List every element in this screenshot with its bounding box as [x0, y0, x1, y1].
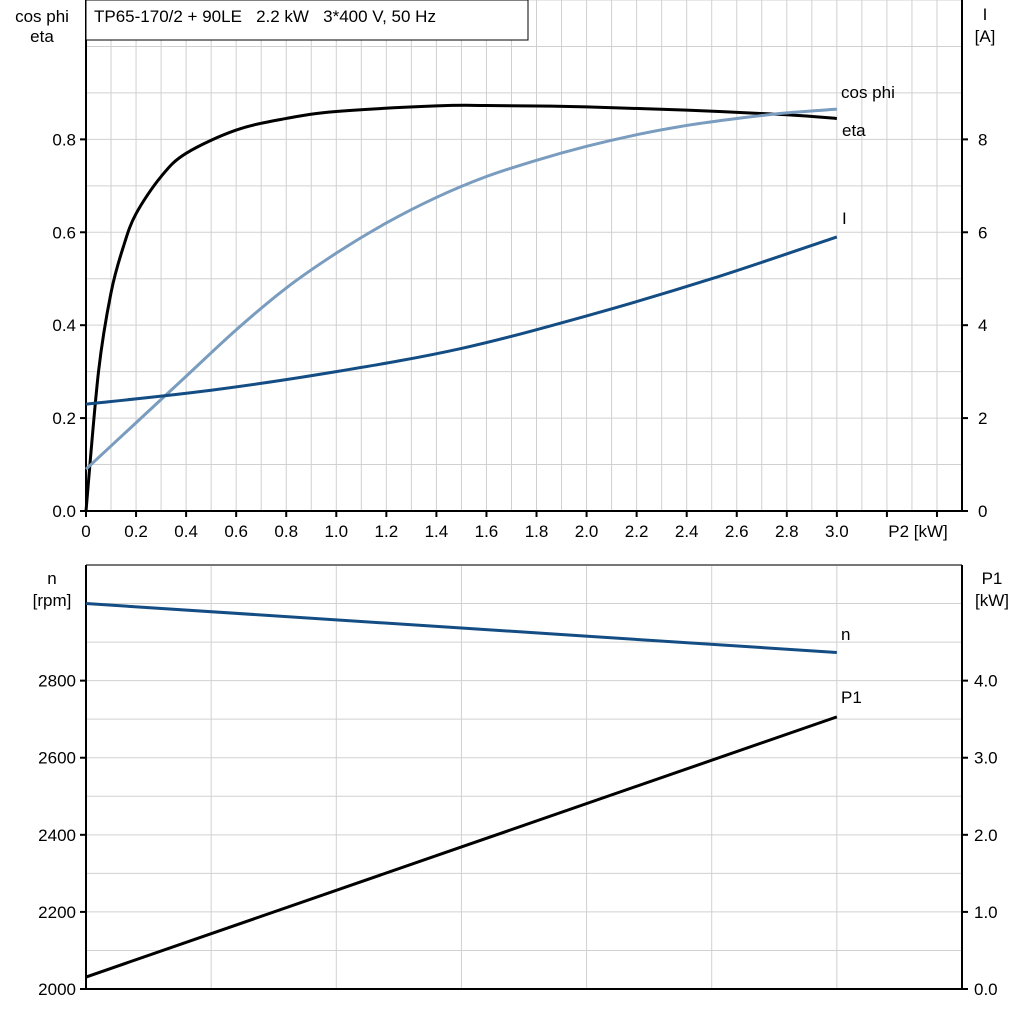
y-tick-label-right: 1.0 [974, 903, 998, 922]
x-tick-label: 2.8 [775, 522, 799, 541]
y-tick-label-right: 3.0 [974, 749, 998, 768]
bottom-grid [85, 564, 963, 990]
bottom-left-ylabel-2: [rpm] [33, 591, 72, 610]
series-label-eta: eta [842, 121, 866, 140]
x-tick-label: 1.6 [475, 522, 499, 541]
x-tick-label: 2.2 [625, 522, 649, 541]
top-grid [85, 0, 968, 512]
y-tick-label-left: 2600 [38, 749, 76, 768]
series-line-I [85, 235, 838, 406]
top-left-ylabel-2: eta [30, 27, 54, 46]
x-tick-label: 1.2 [375, 522, 399, 541]
y-tick-label-left: 2400 [38, 826, 76, 845]
bottom-right-ylabel-2: [kW] [975, 591, 1009, 610]
series-label-cos-phi: cos phi [841, 83, 895, 102]
y-tick-label-left: 0.0 [52, 502, 76, 521]
series-line-cos-phi [84, 107, 837, 471]
bottom-left-ylabel-1: n [47, 569, 56, 588]
y-tick-label-right: 6 [978, 223, 987, 242]
y-tick-label-right: 2.0 [974, 826, 998, 845]
x-tick-label: 2.0 [575, 522, 599, 541]
y-tick-label-right: 0.0 [974, 980, 998, 999]
chart-title: TP65-170/2 + 90LE 2.2 kW 3*400 V, 50 Hz [94, 7, 436, 26]
x-tick-label: 1.4 [425, 522, 449, 541]
y-tick-label-left: 0.6 [52, 223, 76, 242]
x-tick-label: 0.4 [174, 522, 198, 541]
tick-labels: 0 0.2 0.4 0.6 0.8 1.0 1.2 1.4 1.6 1.8 2.0 2.2 2.4 2.6… [38, 130, 997, 999]
title-box: TP65-170/2 + 90LE 2.2 kW 3*400 V, 50 Hz [85, 0, 529, 41]
y-tick-label-left: 2800 [38, 672, 76, 691]
y-tick-label-left: 0.4 [52, 316, 76, 335]
x-tick-label: 0.8 [274, 522, 298, 541]
y-tick-label-right: 4.0 [974, 672, 998, 691]
x-tick-label: 2.4 [675, 522, 699, 541]
y-tick-label-left: 2000 [38, 980, 76, 999]
series-label-P1: P1 [841, 688, 862, 707]
y-tick-label-left: 0.2 [52, 409, 76, 428]
y-tick-label-left: 0.8 [52, 130, 76, 149]
y-tick-label-right: 8 [978, 130, 987, 149]
x-tick-label: 3.0 [825, 522, 849, 541]
y-tick-label-right: 0 [978, 502, 987, 521]
x-tick-label: 0.6 [224, 522, 248, 541]
bottom-right-ylabel-1: P1 [982, 569, 1003, 588]
chart-marks [84, 103, 838, 979]
x-tick-label: 1.0 [324, 522, 348, 541]
x-tick-label: 0.2 [124, 522, 148, 541]
series-line-eta [84, 103, 837, 512]
x-tick-label: 0 [81, 522, 90, 541]
top-right-ylabel-2: [A] [975, 27, 996, 46]
series-line-P1 [85, 715, 838, 979]
series-label-n: n [841, 625, 850, 644]
top-xlabel: P2 [kW] [888, 522, 948, 541]
y-tick-label-left: 2200 [38, 903, 76, 922]
top-left-ylabel-1: cos phi [15, 7, 69, 26]
y-tick-label-right: 2 [978, 409, 987, 428]
top-right-ylabel-1: I [983, 5, 988, 24]
series-label-I: I [842, 209, 847, 228]
x-tick-label: 2.6 [725, 522, 749, 541]
x-tick-label: 1.8 [525, 522, 549, 541]
y-tick-label-right: 4 [978, 316, 987, 335]
series-line-n [85, 602, 837, 654]
